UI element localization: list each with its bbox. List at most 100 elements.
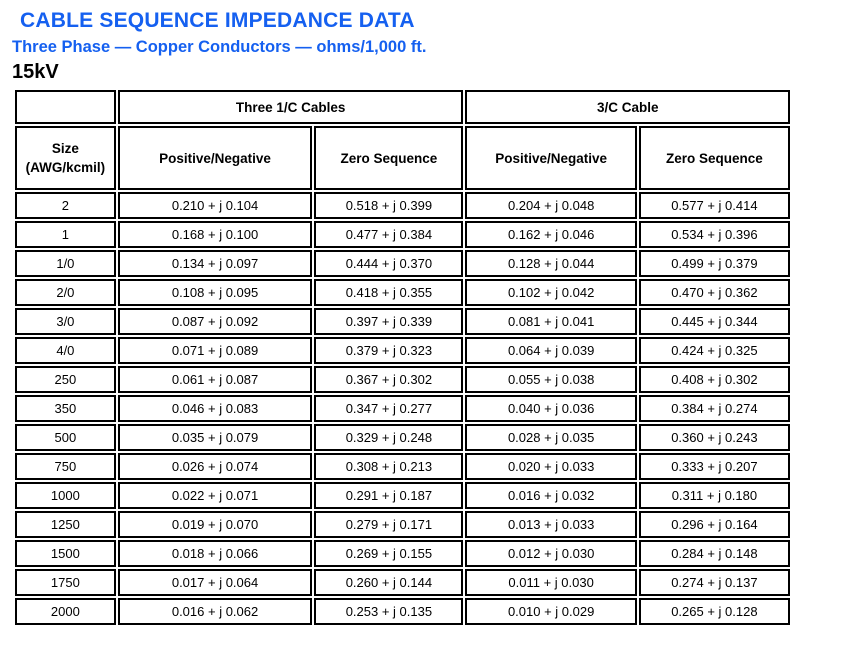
impedance-cell: 0.026 + j 0.074 — [117, 453, 313, 480]
impedance-cell: 0.013 + j 0.033 — [465, 511, 637, 538]
size-cell: 1000 — [15, 482, 116, 509]
table-row: 1/0 0.134 + j 0.097 0.444 + j 0.370 0.12… — [15, 250, 790, 277]
size-cell: 2 — [15, 192, 116, 219]
impedance-cell: 0.017 + j 0.064 — [117, 569, 313, 596]
size-cell: 2000 — [15, 598, 116, 625]
impedance-cell: 0.102 + j 0.042 — [465, 279, 637, 306]
voltage-label: 15kV — [12, 61, 59, 83]
impedance-cell: 0.011 + j 0.030 — [465, 569, 637, 596]
impedance-cell: 0.081 + j 0.041 — [465, 308, 637, 335]
impedance-cell: 0.499 + j 0.379 — [638, 250, 790, 277]
impedance-cell: 0.010 + j 0.029 — [465, 598, 637, 625]
impedance-cell: 0.329 + j 0.248 — [314, 424, 464, 451]
impedance-cell: 0.071 + j 0.089 — [117, 337, 313, 364]
impedance-cell: 0.418 + j 0.355 — [314, 279, 464, 306]
size-column-header: Size (AWG/kcmil) — [15, 126, 116, 190]
impedance-cell: 0.253 + j 0.135 — [314, 598, 464, 625]
size-cell: 1250 — [15, 511, 116, 538]
table-row: 2/0 0.108 + j 0.095 0.418 + j 0.355 0.10… — [15, 279, 790, 306]
impedance-cell: 0.087 + j 0.092 — [117, 308, 313, 335]
table-row: 2000 0.016 + j 0.062 0.253 + j 0.135 0.0… — [15, 598, 790, 625]
table-row: 2 0.210 + j 0.104 0.518 + j 0.399 0.204 … — [15, 192, 790, 219]
size-cell: 500 — [15, 424, 116, 451]
impedance-cell: 0.470 + j 0.362 — [638, 279, 790, 306]
table-row: 350 0.046 + j 0.083 0.347 + j 0.277 0.04… — [15, 395, 790, 422]
group-header-three-1c-cables: Three 1/C Cables — [117, 90, 464, 124]
size-cell: 1 — [15, 221, 116, 248]
table-row: 3/0 0.087 + j 0.092 0.397 + j 0.339 0.08… — [15, 308, 790, 335]
impedance-cell: 0.367 + j 0.302 — [314, 366, 464, 393]
impedance-cell: 0.379 + j 0.323 — [314, 337, 464, 364]
document-page: CABLE SEQUENCE IMPEDANCE DATA Three Phas… — [0, 8, 843, 660]
impedance-cell: 0.577 + j 0.414 — [638, 192, 790, 219]
impedance-cell: 0.128 + j 0.044 — [465, 250, 637, 277]
impedance-cell: 0.204 + j 0.048 — [465, 192, 637, 219]
page-title: CABLE SEQUENCE IMPEDANCE DATA — [20, 9, 415, 32]
page-subtitle: Three Phase — Copper Conductors — ohms/1… — [12, 38, 427, 56]
impedance-cell: 0.260 + j 0.144 — [314, 569, 464, 596]
impedance-cell: 0.534 + j 0.396 — [638, 221, 790, 248]
size-cell: 350 — [15, 395, 116, 422]
column-header-row: Size (AWG/kcmil) Positive/Negative Zero … — [15, 126, 790, 190]
impedance-cell: 0.397 + j 0.339 — [314, 308, 464, 335]
impedance-cell: 0.445 + j 0.344 — [638, 308, 790, 335]
impedance-cell: 0.016 + j 0.062 — [117, 598, 313, 625]
size-header-line1: Size — [51, 141, 79, 156]
column-header-1c-positive-negative: Positive/Negative — [117, 126, 313, 190]
table-row: 1000 0.022 + j 0.071 0.291 + j 0.187 0.0… — [15, 482, 790, 509]
table-row: 750 0.026 + j 0.074 0.308 + j 0.213 0.02… — [15, 453, 790, 480]
size-header-line2: (AWG/kcmil) — [25, 160, 106, 175]
impedance-cell: 0.360 + j 0.243 — [638, 424, 790, 451]
impedance-cell: 0.279 + j 0.171 — [314, 511, 464, 538]
impedance-cell: 0.064 + j 0.039 — [465, 337, 637, 364]
impedance-cell: 0.265 + j 0.128 — [638, 598, 790, 625]
impedance-cell: 0.018 + j 0.066 — [117, 540, 313, 567]
impedance-cell: 0.384 + j 0.274 — [638, 395, 790, 422]
impedance-table: Three 1/C Cables 3/C Cable Size (AWG/kcm… — [13, 88, 792, 627]
table-row: 250 0.061 + j 0.087 0.367 + j 0.302 0.05… — [15, 366, 790, 393]
column-header-1c-zero-sequence: Zero Sequence — [314, 126, 464, 190]
table-row: 500 0.035 + j 0.079 0.329 + j 0.248 0.02… — [15, 424, 790, 451]
column-header-3c-positive-negative: Positive/Negative — [465, 126, 637, 190]
table-row: 1500 0.018 + j 0.066 0.269 + j 0.155 0.0… — [15, 540, 790, 567]
impedance-cell: 0.061 + j 0.087 — [117, 366, 313, 393]
impedance-cell: 0.028 + j 0.035 — [465, 424, 637, 451]
impedance-cell: 0.022 + j 0.071 — [117, 482, 313, 509]
impedance-cell: 0.020 + j 0.033 — [465, 453, 637, 480]
impedance-cell: 0.274 + j 0.137 — [638, 569, 790, 596]
impedance-cell: 0.408 + j 0.302 — [638, 366, 790, 393]
table-row: 1250 0.019 + j 0.070 0.279 + j 0.171 0.0… — [15, 511, 790, 538]
impedance-cell: 0.134 + j 0.097 — [117, 250, 313, 277]
impedance-cell: 0.311 + j 0.180 — [638, 482, 790, 509]
table-row: 1750 0.017 + j 0.064 0.260 + j 0.144 0.0… — [15, 569, 790, 596]
impedance-cell: 0.162 + j 0.046 — [465, 221, 637, 248]
impedance-cell: 0.040 + j 0.036 — [465, 395, 637, 422]
impedance-cell: 0.424 + j 0.325 — [638, 337, 790, 364]
impedance-cell: 0.108 + j 0.095 — [117, 279, 313, 306]
impedance-cell: 0.012 + j 0.030 — [465, 540, 637, 567]
table-row: 1 0.168 + j 0.100 0.477 + j 0.384 0.162 … — [15, 221, 790, 248]
impedance-cell: 0.347 + j 0.277 — [314, 395, 464, 422]
group-header-3c-cable: 3/C Cable — [465, 90, 790, 124]
impedance-cell: 0.284 + j 0.148 — [638, 540, 790, 567]
column-header-3c-zero-sequence: Zero Sequence — [638, 126, 790, 190]
size-cell: 1500 — [15, 540, 116, 567]
group-header-row: Three 1/C Cables 3/C Cable — [15, 90, 790, 124]
impedance-cell: 0.518 + j 0.399 — [314, 192, 464, 219]
size-cell: 3/0 — [15, 308, 116, 335]
impedance-cell: 0.019 + j 0.070 — [117, 511, 313, 538]
size-cell: 750 — [15, 453, 116, 480]
impedance-cell: 0.035 + j 0.079 — [117, 424, 313, 451]
size-cell: 1/0 — [15, 250, 116, 277]
impedance-cell: 0.477 + j 0.384 — [314, 221, 464, 248]
impedance-cell: 0.210 + j 0.104 — [117, 192, 313, 219]
table-row: 4/0 0.071 + j 0.089 0.379 + j 0.323 0.06… — [15, 337, 790, 364]
impedance-cell: 0.308 + j 0.213 — [314, 453, 464, 480]
impedance-cell: 0.444 + j 0.370 — [314, 250, 464, 277]
impedance-cell: 0.296 + j 0.164 — [638, 511, 790, 538]
impedance-cell: 0.168 + j 0.100 — [117, 221, 313, 248]
size-cell: 250 — [15, 366, 116, 393]
impedance-cell: 0.333 + j 0.207 — [638, 453, 790, 480]
size-cell: 2/0 — [15, 279, 116, 306]
impedance-cell: 0.046 + j 0.083 — [117, 395, 313, 422]
